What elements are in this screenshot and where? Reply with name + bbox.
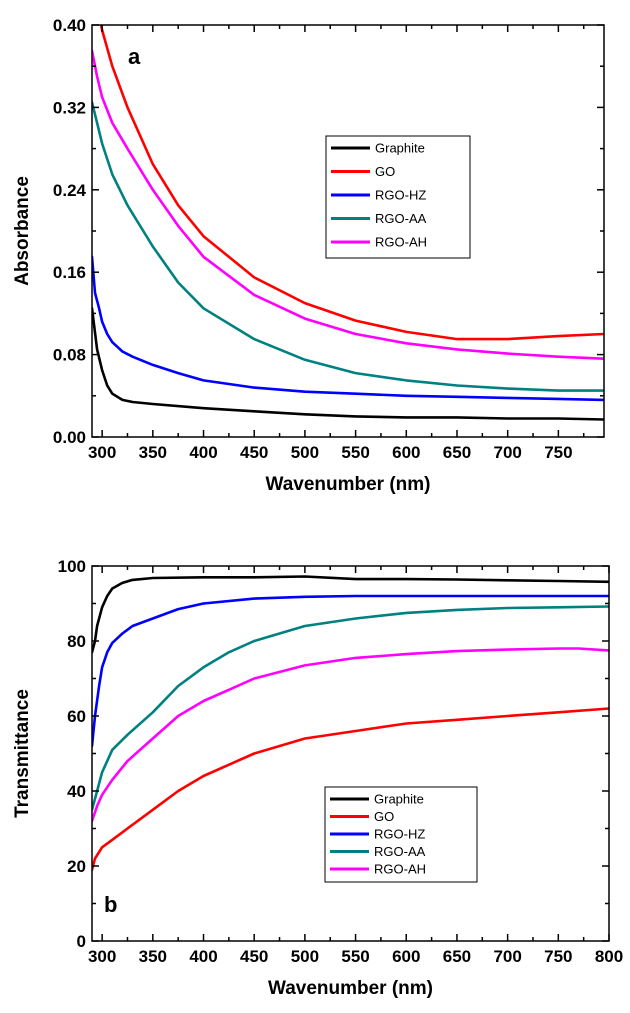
series-line-rgo-ah <box>92 647 609 823</box>
x-tick-label: 550 <box>341 947 369 966</box>
y-axis-title: Transmittance <box>12 689 33 818</box>
x-tick-label: 350 <box>139 443 167 462</box>
chart-panel-a: 300 350 400 450 500 550 600 650 700 750 0.00 0.08 0.… <box>12 16 605 495</box>
x-tick-label: 750 <box>544 443 572 462</box>
x-tick-label: 700 <box>493 947 521 966</box>
x-tick-label: 400 <box>189 443 217 462</box>
x-tick-label: 300 <box>88 443 116 462</box>
legend-label: GO <box>375 164 395 179</box>
panel-label: b <box>104 892 117 917</box>
y-tick-label: 0.00 <box>53 428 86 447</box>
y-tick-label: 80 <box>67 632 86 651</box>
legend-label: RGO-AH <box>374 862 426 877</box>
x-axis-title: Wavenumber (nm) <box>265 474 430 495</box>
legend-label: RGO-AA <box>375 211 427 226</box>
legend-label: GO <box>374 809 394 824</box>
series-line-rgo-ah <box>92 49 604 361</box>
series-line-graphite <box>92 575 609 654</box>
x-tick-label: 700 <box>493 443 521 462</box>
x-tick-label: 550 <box>341 443 369 462</box>
x-tick-label: 450 <box>240 947 268 966</box>
y-tick-label: 0.40 <box>53 16 86 35</box>
x-tick-label: 400 <box>189 947 217 966</box>
series-line-rgo-hz <box>92 255 604 402</box>
legend-label: Graphite <box>374 792 424 807</box>
series-line-go <box>92 707 609 872</box>
x-axis-title: Wavenumber (nm) <box>268 978 433 999</box>
series-group <box>92 25 604 421</box>
legend-label: RGO-HZ <box>375 188 426 203</box>
plot-frame <box>91 565 610 942</box>
x-tick-label: 650 <box>443 947 471 966</box>
x-tick-label: 750 <box>544 947 572 966</box>
x-tick-label: 450 <box>240 443 268 462</box>
legend: Graphite GO RGO-HZ RGO-AA RGO-AH <box>325 135 471 259</box>
legend-box <box>325 135 471 259</box>
series-line-graphite <box>92 306 604 421</box>
series-line-rgo-aa <box>92 605 609 812</box>
legend-label: Graphite <box>375 141 425 156</box>
x-tick-label: 500 <box>291 947 319 966</box>
y-tick-label: 0.24 <box>53 181 87 200</box>
legend-label: RGO-HZ <box>374 827 425 842</box>
y-tick-label: 0.32 <box>53 98 86 117</box>
x-tick-label: 300 <box>88 947 116 966</box>
x-tick-label: 650 <box>443 443 471 462</box>
series-line-rgo-aa <box>92 101 604 392</box>
y-tick-label: 0.08 <box>53 346 86 365</box>
y-tick-label: 40 <box>67 782 86 801</box>
x-tick-label: 600 <box>392 443 420 462</box>
x-tick-label: 350 <box>139 947 167 966</box>
y-tick-label: 0 <box>77 932 86 951</box>
chart-panel-b: 300 350 400 450 500 550 600 650 700 750 800 0 20 40 60… <box>12 557 623 999</box>
y-tick-label: 60 <box>67 707 86 726</box>
legend-label: RGO-AH <box>375 235 427 250</box>
series-line-rgo-hz <box>92 594 609 748</box>
x-tick-label: 500 <box>291 443 319 462</box>
x-tick-label: 600 <box>392 947 420 966</box>
legend-label: RGO-AA <box>374 844 426 859</box>
y-tick-label: 20 <box>67 857 86 876</box>
y-tick-label: 100 <box>58 557 86 576</box>
y-axis-title: Absorbance <box>12 176 33 286</box>
legend: Graphite GO RGO-HZ RGO-AA RGO-AH <box>324 786 478 883</box>
y-tick-label: 0.16 <box>53 263 86 282</box>
series-group <box>92 575 609 872</box>
x-tick-label: 800 <box>595 947 623 966</box>
series-line-go <box>99 25 604 341</box>
panel-label: a <box>128 44 141 69</box>
